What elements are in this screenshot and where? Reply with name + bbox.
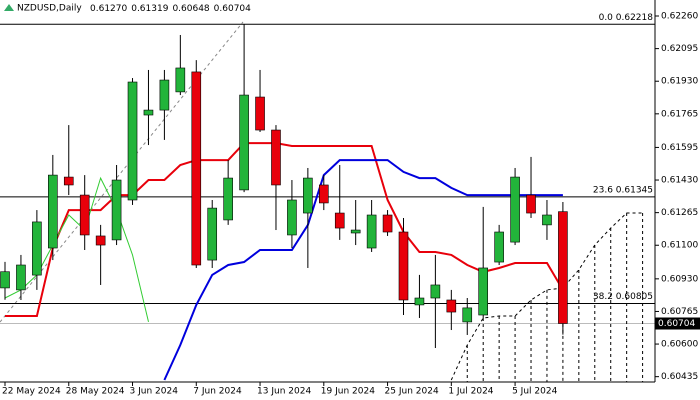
candle-body: [558, 211, 568, 324]
candle-body: [494, 231, 504, 263]
candle-body: [191, 71, 202, 266]
y-tick-label: 0.61265: [661, 208, 698, 218]
candle-body: [303, 177, 313, 214]
fib-label: 0.0 0.62218: [599, 13, 654, 23]
y-tick-label: 0.61765: [661, 109, 698, 119]
candle-body: [239, 94, 249, 191]
candle-body: [32, 221, 42, 276]
candle-body: [510, 176, 520, 243]
symbol-icon: [4, 4, 14, 11]
header-value: 0.60648: [172, 4, 209, 14]
candle-body: [255, 96, 265, 131]
x-tick-label: 7 Jun 2024: [193, 387, 242, 397]
indicator-line: [4, 176, 149, 323]
y-tick-label: 0.60930: [661, 274, 698, 284]
candle-body: [95, 235, 106, 246]
header-value: 0.61270: [90, 4, 127, 14]
candle-body: [111, 179, 122, 241]
y-tick-label: 0.61595: [661, 143, 698, 153]
header-values: 0.61270 0.61319 0.60648 0.60704: [90, 4, 251, 14]
candle-body: [175, 67, 186, 93]
plot-area: [0, 21, 655, 382]
candle-body: [414, 297, 425, 306]
candle-body: [334, 212, 345, 229]
price-tag: [655, 317, 700, 330]
indicator-line: [163, 159, 563, 381]
y-tick-label: 0.60765: [661, 307, 698, 317]
x-tick-label: 13 Jun 2024: [257, 387, 311, 397]
candle-body: [287, 199, 297, 236]
candle-body: [159, 79, 170, 111]
candle-body: [462, 307, 473, 323]
price-label: 0.60704: [658, 319, 695, 329]
y-tick-label: 0.62095: [661, 44, 698, 54]
x-tick-label: 1 Jul 2024: [448, 387, 493, 397]
y-tick-label: 0.60600: [661, 340, 698, 350]
candle-body: [350, 229, 361, 234]
header-value: 0.60704: [214, 4, 251, 14]
trend-line: [0, 21, 244, 323]
y-tick-label: 0.60435: [661, 372, 698, 382]
x-tick-label: 25 Jun 2024: [385, 387, 439, 397]
x-tick-label: 19 Jun 2024: [321, 387, 375, 397]
candle-body: [48, 174, 58, 249]
candle-body: [382, 214, 393, 233]
fib-label: 38.2 0.60805: [593, 292, 653, 302]
candle-body: [526, 194, 536, 214]
candle-body: [0, 271, 10, 289]
candle-body: [207, 207, 218, 261]
candle-body: [16, 264, 26, 291]
candle-body: [366, 214, 377, 249]
y-tick-label: 0.62260: [661, 12, 698, 22]
x-tick-label: 3 Jun 2024: [130, 387, 179, 397]
candle-body: [127, 81, 138, 201]
candle-body: [63, 176, 74, 186]
x-tick-label: 5 Jul 2024: [512, 387, 557, 397]
y-tick-label: 0.61100: [661, 241, 698, 251]
candle-body: [143, 109, 154, 116]
candle-body: [478, 267, 489, 316]
indicator-line: [5, 142, 564, 317]
candle-body: [223, 177, 233, 221]
candle-body: [79, 194, 90, 236]
chart-title: NZDUSD,Daily: [17, 4, 82, 14]
candle-body: [398, 231, 409, 301]
fib-label: 23.6 0.61345: [593, 185, 653, 195]
y-tick-label: 0.61430: [661, 176, 698, 186]
candle-body: [430, 284, 441, 299]
candle-body: [446, 299, 457, 313]
candle-body: [318, 184, 329, 204]
y-tick-label: 0.61930: [661, 77, 698, 87]
header-value: 0.61319: [131, 4, 168, 14]
x-tick-label: 22 May 2024: [2, 387, 61, 397]
candle-body: [542, 214, 552, 226]
candle-body: [271, 129, 281, 186]
x-tick-label: 28 May 2024: [66, 387, 125, 397]
